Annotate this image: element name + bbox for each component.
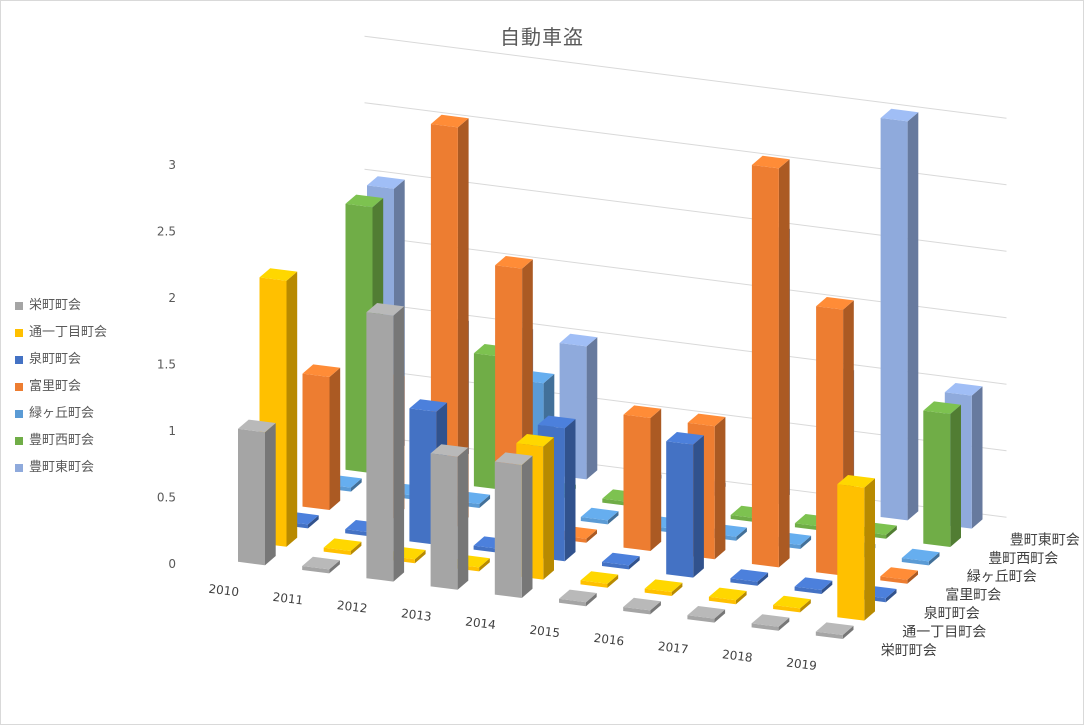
bar [880,567,918,584]
y-tick-label: 1 [168,424,176,438]
bar [623,597,661,615]
bar [666,432,704,578]
x-tick-label: 2018 [721,647,753,665]
legend-swatch [15,464,23,472]
bar [880,108,919,521]
x-tick-label: 2015 [529,623,561,641]
bar [773,595,811,613]
legend-swatch [15,383,23,391]
x-tick-label: 2019 [786,655,818,673]
x-tick-label: 2016 [593,631,625,649]
legend-label: 通一丁目町会 [29,325,108,340]
legend-item: 富里町会 [15,378,107,405]
legend-label: 泉町町会 [29,352,82,367]
bar [323,538,362,555]
bar [687,606,726,623]
x-tick-label: 2010 [208,582,240,600]
legend-label: 栄町町会 [29,298,82,313]
bar [837,475,875,621]
y-tick-label: 3 [168,158,176,172]
y-tick-label: 0.5 [157,491,176,505]
legend-label: 緑ヶ丘町会 [29,406,95,421]
legend-label: 豊町西町会 [29,433,95,448]
series-axis-label: 豊町東町会 [1010,532,1080,548]
series-axis-label: 緑ヶ丘町会 [967,569,1037,585]
bar [623,405,662,551]
bar [366,303,405,582]
bar [602,552,640,570]
x-tick-label: 2013 [400,606,432,624]
x-tick-label: 2011 [272,590,304,608]
y-tick-label: 2 [168,291,176,305]
bar [794,577,833,594]
bar [815,622,854,639]
x-tick-label: 2012 [336,598,368,616]
legend-swatch [15,302,23,310]
bar [730,569,769,586]
y-tick-label: 1.5 [157,358,176,372]
bar [708,587,747,605]
legend-swatch [15,410,23,418]
series-axis-label: 豊町西町会 [988,551,1058,567]
legend-item: 通一丁目町会 [15,324,107,351]
legend-swatch [15,356,23,364]
bar [238,419,276,566]
bar [923,401,961,547]
bar [494,452,533,598]
legend-item: 豊町東町会 [15,459,107,486]
series-axis-label: 通一丁目町会 [902,624,986,640]
y-tick-label: 2.5 [157,225,176,239]
legend-swatch [15,329,23,337]
bars [238,108,983,639]
bar [580,507,619,525]
series-axis-label: 富里町会 [945,587,1001,604]
x-tick-label: 2014 [465,614,497,632]
bar [901,548,940,566]
bar [644,579,683,596]
series-axis-label: 栄町町会 [881,643,937,659]
bar [751,614,790,631]
legend-item: 栄町町会 [15,297,107,324]
x-tick-label: 2017 [657,639,689,657]
bar [751,155,790,568]
legend-label: 富里町会 [29,379,82,394]
legend: 栄町町会通一丁目町会 泉町町会富里町会緑ヶ丘町会豊町西町会豊町東町会 [15,297,107,486]
legend-item: 豊町西町会 [15,432,107,459]
bar [580,571,619,588]
y-tick-label: 0 [168,557,176,571]
legend-swatch [15,437,23,445]
bar [430,444,469,590]
bar [302,364,341,510]
chart-title: 自動車盗 [500,25,584,49]
legend-label: 豊町東町会 [29,460,95,475]
legend-item: 緑ヶ丘町会 [15,405,107,432]
bar [559,589,597,607]
gridline [364,35,1007,119]
legend-item: 泉町町会 [15,351,107,378]
bar [302,556,340,574]
series-axis-label: 泉町町会 [924,605,980,622]
